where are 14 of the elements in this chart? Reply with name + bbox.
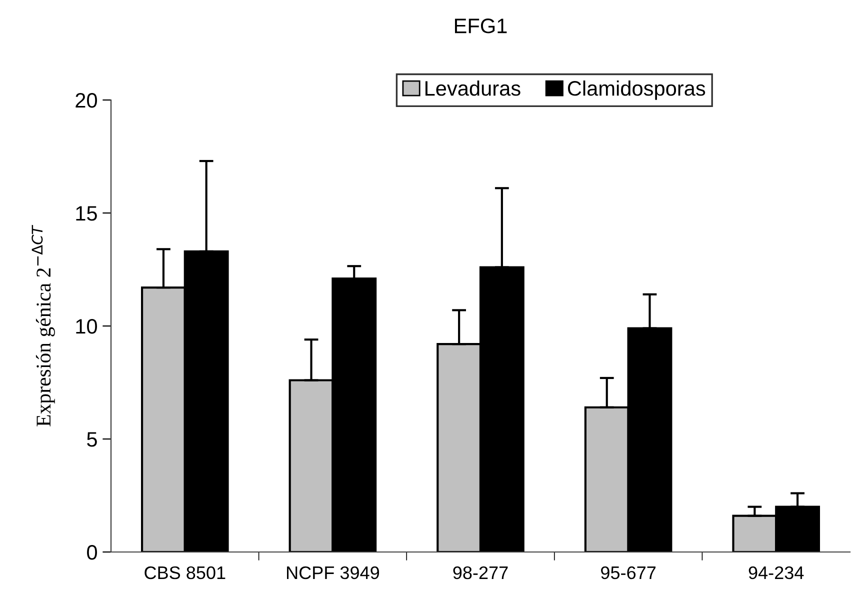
- y-axis-title: Expresión génica 2$^{−ΔCT}$: [32, 224, 55, 426]
- x-tick-label: 95-677: [601, 566, 656, 580]
- y-tick-label: 20: [76, 93, 97, 108]
- y-tick-label: 0: [87, 545, 97, 560]
- x-tick-label: CBS 8501: [144, 566, 226, 580]
- legend-label: Clamidosporas: [568, 80, 706, 100]
- y-tick-label: 15: [76, 206, 97, 221]
- x-tick-label: 98-277: [453, 566, 508, 580]
- y-tick-label: 10: [76, 319, 97, 334]
- x-tick-label: NCPF 3949: [287, 566, 380, 580]
- chart-title: EFG1: [455, 18, 507, 34]
- legend-label: Levaduras: [426, 80, 520, 96]
- x-tick-label: 94-234: [748, 566, 804, 580]
- y-tick-label: 5: [87, 432, 97, 447]
